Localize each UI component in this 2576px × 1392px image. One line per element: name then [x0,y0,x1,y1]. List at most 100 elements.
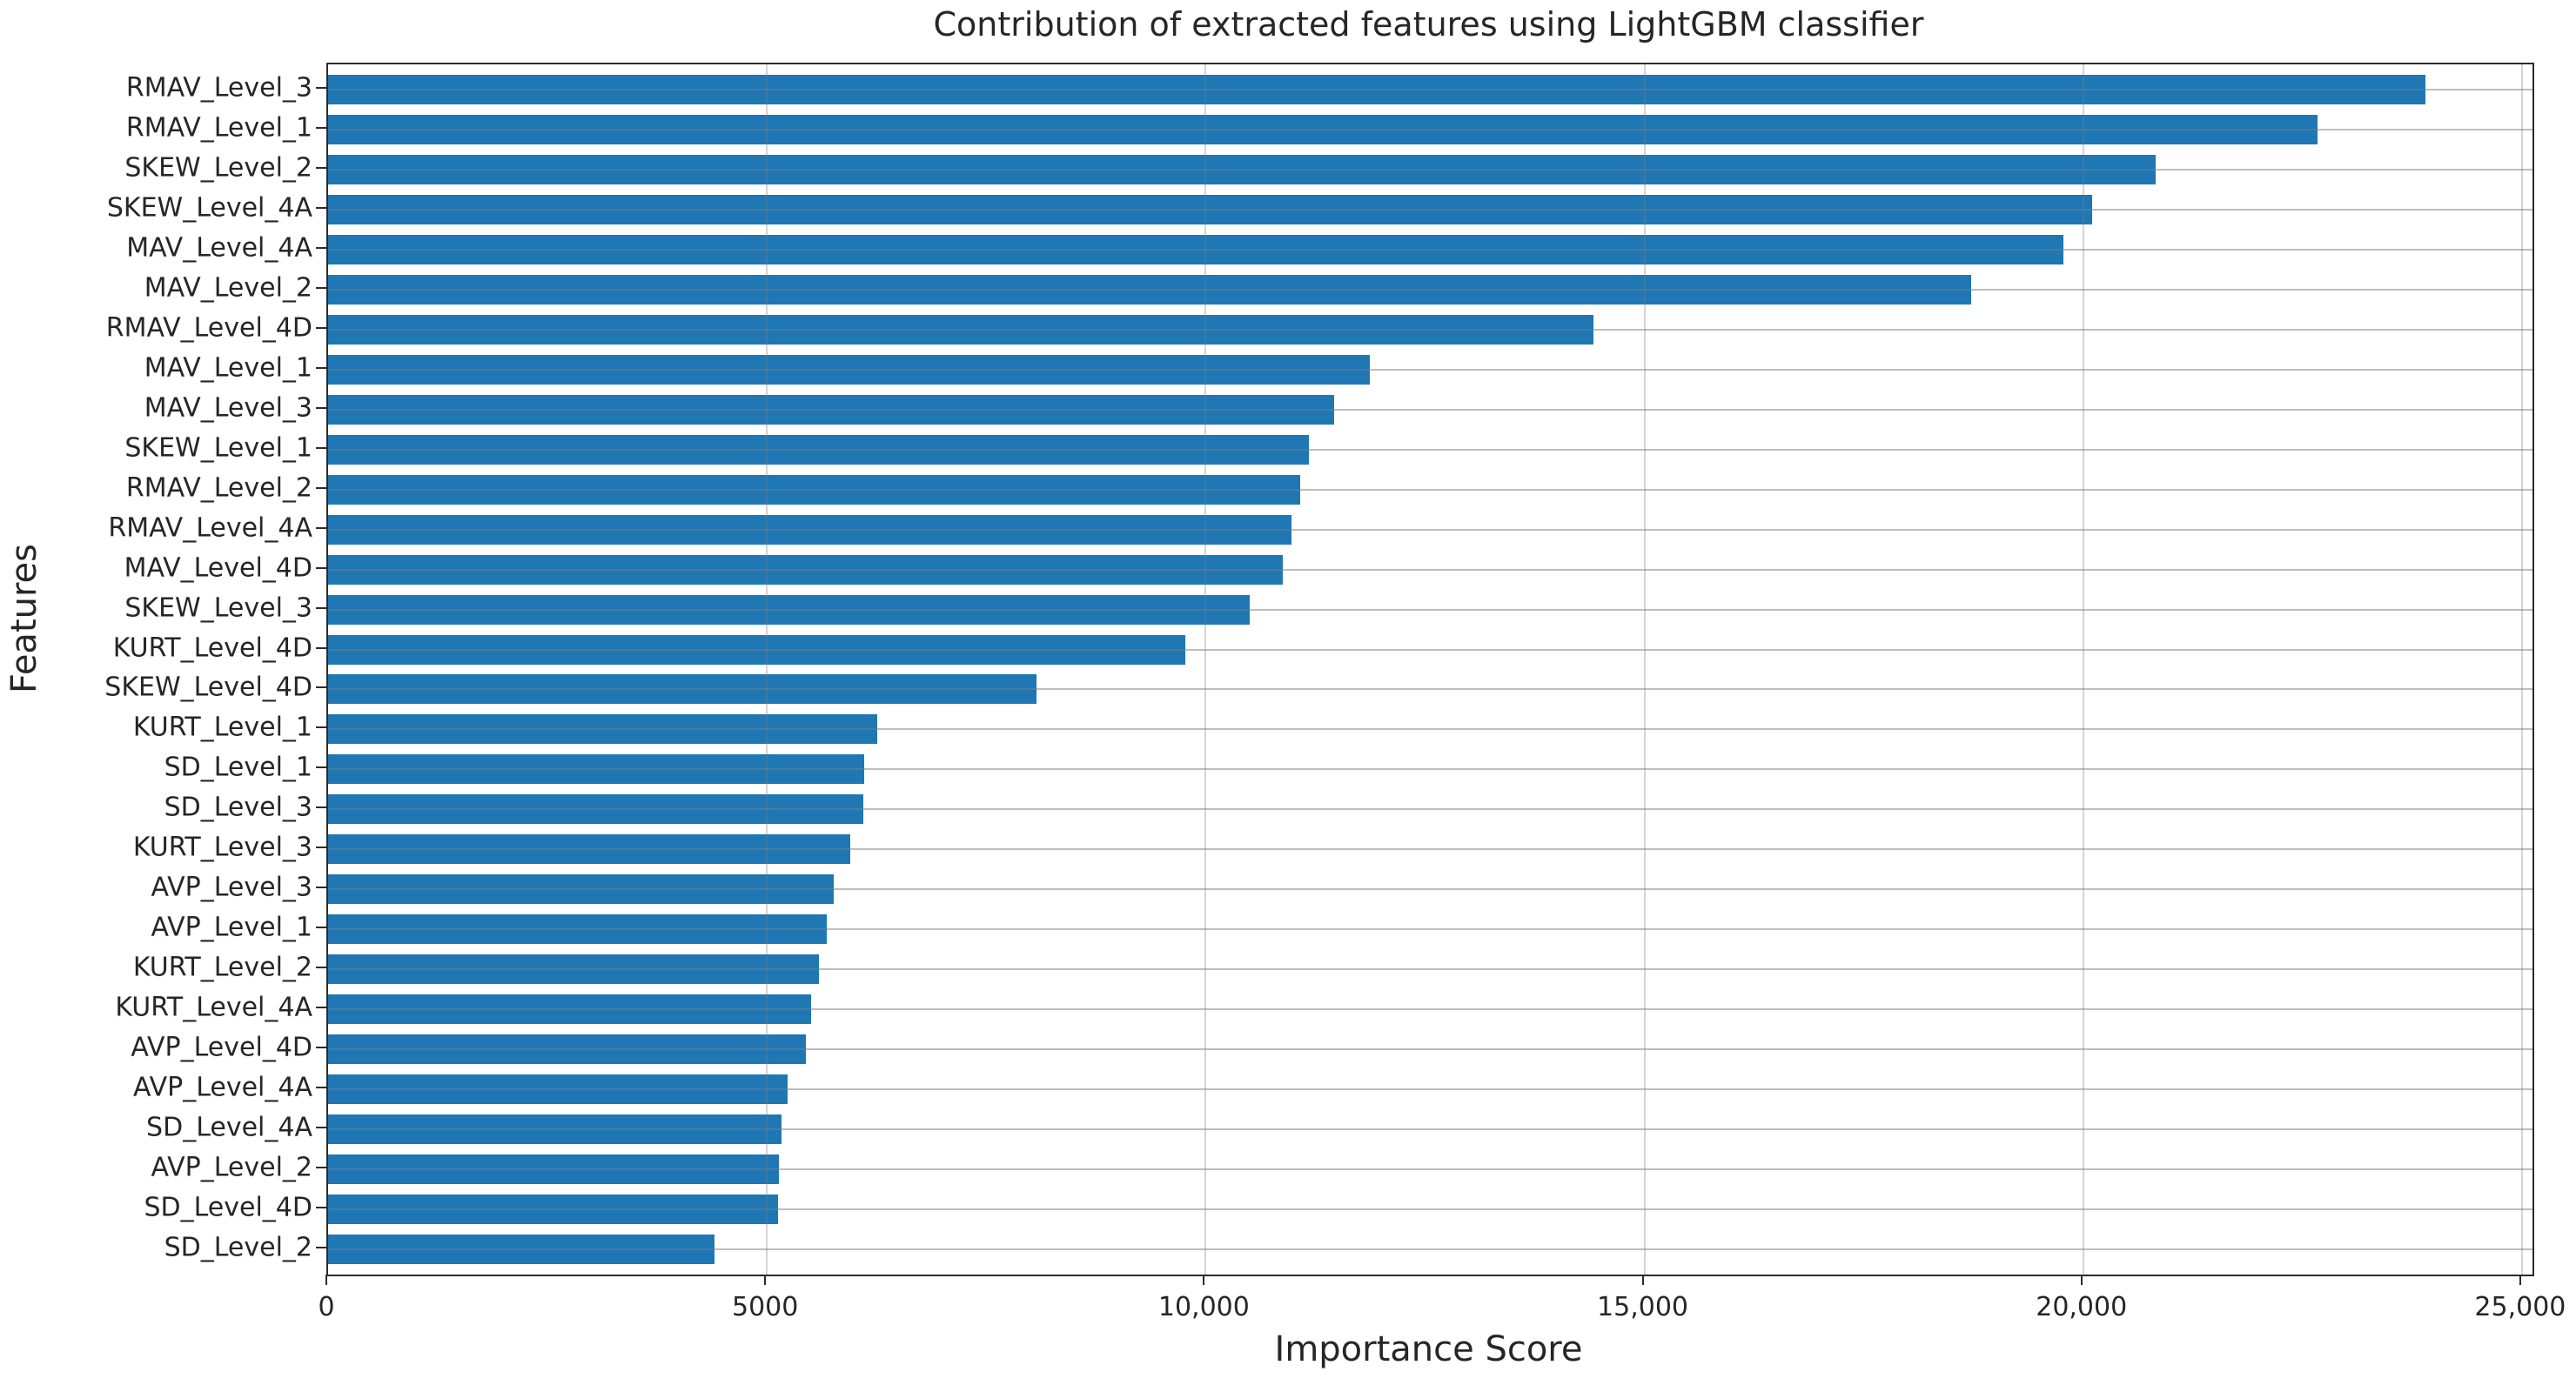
y-tick-label: RMAV_Level_1 [125,112,312,144]
x-tick-label: 10,000 [1157,1292,1250,1322]
x-tick-label: 25,000 [2474,1292,2566,1322]
y-gridline [328,808,2532,811]
y-gridline [328,648,2532,651]
y-tick-label: MAV_Level_4A [126,232,312,264]
y-gridline [328,288,2532,291]
y-tick-label: KURT_Level_3 [132,832,312,863]
y-tick-label: SKEW_Level_2 [124,152,312,184]
x-axis-title: Importance Score [1274,1329,1583,1369]
x-tick-mark [2080,1275,2083,1285]
y-tick-label: SD_Level_1 [164,752,312,783]
y-tick-label: AVP_Level_3 [151,872,313,903]
y-gridline [328,1008,2532,1011]
y-tick-label: SKEW_Level_1 [124,432,312,464]
y-tick-label: SKEW_Level_3 [124,592,312,624]
y-tick-mark [316,806,326,809]
y-tick-label: MAV_Level_1 [144,352,312,384]
y-tick-mark [316,1007,326,1009]
y-tick-mark [316,726,326,729]
y-tick-label: MAV_Level_3 [144,392,312,424]
y-tick-mark [316,646,326,649]
y-tick-label: KURT_Level_1 [132,712,312,743]
y-tick-label: MAV_Level_4D [124,552,312,584]
y-tick-label: SKEW_Level_4A [106,192,312,224]
x-tick-mark [1203,1275,1205,1285]
y-gridline [328,248,2532,251]
y-tick-mark [316,927,326,929]
x-gridline [2520,64,2523,1275]
y-tick-mark [316,486,326,489]
y-tick-mark [316,406,326,409]
y-tick-label: SKEW_Level_4D [104,672,312,703]
y-tick-mark [316,1127,326,1129]
y-gridline [328,1128,2532,1131]
y-gridline [328,768,2532,771]
y-tick-label: RMAV_Level_4D [105,312,312,344]
y-tick-mark [316,446,326,449]
y-gridline [328,1088,2532,1091]
y-gridline [328,368,2532,371]
y-gridline [328,848,2532,851]
y-tick-label: SD_Level_4D [144,1192,312,1223]
y-tick-mark [316,887,326,889]
y-tick-mark [316,967,326,969]
x-tick-mark [2519,1275,2521,1285]
y-tick-mark [316,606,326,609]
y-gridline [328,328,2532,331]
y-gridline [328,1208,2532,1211]
x-tick-mark [1641,1275,1644,1285]
y-gridline [328,488,2532,491]
y-tick-mark [316,206,326,209]
x-tick-label: 15,000 [1597,1292,1689,1322]
y-tick-label: MAV_Level_2 [144,272,312,304]
y-axis-title: Features [4,544,44,693]
y-gridline [328,608,2532,611]
y-gridline [328,168,2532,171]
x-tick-mark [764,1275,767,1285]
x-tick-mark [325,1275,327,1285]
y-tick-label: AVP_Level_2 [151,1152,313,1183]
x-tick-label: 0 [318,1292,335,1322]
y-tick-label: AVP_Level_4A [132,1072,312,1103]
y-gridline [328,1048,2532,1051]
y-tick-label: SD_Level_4A [146,1112,312,1143]
x-tick-label: 5000 [731,1292,799,1322]
y-tick-mark [316,366,326,369]
y-gridline [328,1248,2532,1250]
y-gridline [328,528,2532,531]
y-tick-mark [316,166,326,169]
y-gridline [328,1168,2532,1171]
x-gridline [1204,64,1207,1275]
y-gridline [328,888,2532,891]
y-tick-mark [316,766,326,769]
y-tick-mark [316,246,326,249]
x-gridline [1643,64,1646,1275]
y-tick-label: RMAV_Level_2 [125,472,312,504]
y-tick-label: SD_Level_3 [164,792,312,823]
plot-area [326,63,2534,1276]
y-gridline [328,408,2532,411]
y-tick-label: RMAV_Level_3 [125,72,312,104]
y-gridline [328,728,2532,731]
y-tick-mark [316,526,326,529]
x-gridline [2082,64,2084,1275]
y-tick-mark [316,1207,326,1209]
y-tick-label: KURT_Level_4A [115,992,312,1023]
y-gridline [328,448,2532,451]
y-tick-label: AVP_Level_1 [151,912,313,943]
y-gridline [328,568,2532,571]
y-gridline [328,688,2532,691]
y-gridline [328,89,2532,90]
y-tick-mark [316,1047,326,1049]
y-tick-label: RMAV_Level_4A [108,512,312,544]
y-gridline [328,928,2532,931]
y-gridline [328,968,2532,971]
y-tick-mark [316,566,326,569]
y-tick-label: KURT_Level_4D [112,632,312,664]
chart-title: Contribution of extracted features using… [933,5,1924,44]
y-tick-label: KURT_Level_2 [132,952,312,983]
y-tick-mark [316,1087,326,1089]
y-tick-label: SD_Level_2 [164,1232,312,1263]
y-tick-mark [316,286,326,289]
